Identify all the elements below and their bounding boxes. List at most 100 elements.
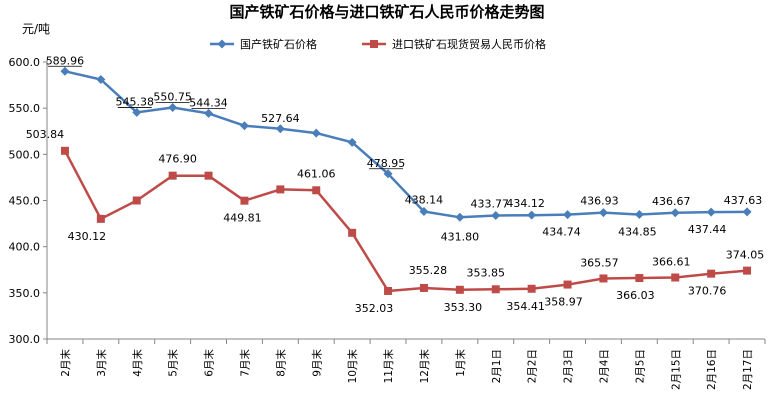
- x-tick-label: 2月末: [59, 349, 72, 377]
- data-point: [312, 186, 321, 195]
- data-point: [634, 209, 644, 219]
- data-point: [491, 210, 501, 220]
- y-tick-label: 550.0: [9, 102, 41, 115]
- data-label: 434.12: [506, 197, 545, 210]
- data-label: 434.85: [618, 225, 657, 238]
- legend-label: 国产铁矿石价格: [240, 37, 317, 51]
- data-label: 354.41: [506, 300, 545, 313]
- y-tick-label: 300.0: [9, 333, 41, 346]
- data-label: 527.64: [261, 112, 300, 125]
- legend-marker: [370, 40, 378, 48]
- data-point: [60, 146, 69, 155]
- x-tick-label: 2月1日: [491, 349, 503, 383]
- y-tick-label: 400.0: [9, 241, 41, 254]
- x-tick-label: 10月末: [346, 349, 359, 384]
- data-point: [742, 207, 752, 217]
- data-point: [671, 273, 680, 282]
- data-label: 437.44: [688, 223, 727, 236]
- data-label: 503.84: [26, 128, 65, 141]
- data-point: [563, 280, 572, 289]
- data-label: 449.81: [223, 212, 262, 225]
- legend-label: 进口铁矿石现货贸易人民币价格: [392, 37, 546, 51]
- x-tick-label: 11月末: [382, 349, 395, 384]
- data-label: 476.90: [158, 153, 197, 166]
- data-point: [168, 102, 178, 112]
- data-point: [743, 266, 752, 275]
- legend-item-2: 进口铁矿石现货贸易人民币价格: [362, 37, 546, 51]
- data-label: 430.12: [68, 230, 107, 243]
- data-label: 365.57: [580, 256, 619, 269]
- data-label: 544.34: [189, 96, 228, 109]
- data-label: 438.14: [405, 193, 444, 206]
- data-point: [240, 196, 249, 205]
- data-point: [96, 75, 106, 85]
- data-point: [419, 283, 428, 292]
- data-point: [563, 210, 573, 220]
- data-point: [635, 274, 644, 283]
- x-tick-label: 12月末: [418, 349, 431, 384]
- series-layer: [60, 66, 752, 295]
- x-tick-label: 2月2日: [527, 349, 539, 383]
- data-label: 461.06: [297, 167, 336, 180]
- data-label: 550.75: [153, 90, 192, 103]
- data-label: 434.74: [542, 226, 581, 239]
- data-point: [419, 206, 429, 216]
- y-tick-label: 350.0: [9, 287, 41, 300]
- data-label: 431.80: [441, 230, 480, 243]
- legend: 国产铁矿石价格 进口铁矿石现货贸易人民币价格: [210, 37, 546, 51]
- data-point: [96, 214, 105, 223]
- data-label: 433.77: [471, 197, 510, 210]
- data-label: 436.67: [652, 195, 691, 208]
- data-point: [670, 208, 680, 218]
- data-label: 353.30: [444, 301, 483, 314]
- series-line: [64, 70, 748, 219]
- x-tick-label: 6月末: [203, 349, 216, 377]
- y-tick-label: 500.0: [9, 148, 41, 161]
- data-label: 374.05: [726, 249, 765, 262]
- data-label: 545.38: [116, 95, 155, 108]
- data-point: [707, 269, 716, 278]
- axes: 600.0 550.0 500.0 450.0 400.0 350.0 300.0 2月末 3月…: [9, 56, 766, 390]
- series-line: [63, 150, 748, 293]
- x-tick-label: 7月末: [238, 349, 251, 377]
- data-point: [347, 137, 357, 147]
- x-tick-label: 1月末: [454, 349, 467, 377]
- x-tick-label: 9月末: [310, 349, 323, 377]
- x-tick-label: 2月17日: [742, 349, 754, 390]
- data-point: [275, 124, 285, 134]
- legend-item-1: 国产铁矿石价格: [210, 37, 317, 51]
- data-point: [599, 274, 608, 283]
- data-point: [527, 210, 537, 220]
- x-tick-label: 8月末: [274, 349, 287, 377]
- data-label: 437.63: [724, 194, 763, 207]
- y-tick-label: 600.0: [9, 56, 41, 69]
- data-point: [132, 107, 142, 117]
- data-point: [384, 286, 393, 295]
- data-label: 352.03: [355, 302, 394, 315]
- data-point: [598, 208, 608, 218]
- data-label: 370.76: [688, 285, 727, 298]
- data-point: [311, 128, 321, 138]
- x-tick-label: 2月3日: [563, 349, 575, 383]
- y-axis-unit-label: 元/吨: [22, 22, 50, 36]
- chart-title: 国产铁矿石价格与进口铁矿石人民币价格走势图: [229, 3, 544, 21]
- x-tick-label: 4月末: [131, 349, 144, 377]
- data-label: 478.95: [367, 157, 406, 170]
- data-point: [204, 108, 214, 118]
- data-label: 366.61: [652, 255, 691, 268]
- data-point: [60, 66, 70, 76]
- legend-marker: [217, 39, 227, 49]
- x-tick-label: 2月15日: [670, 349, 682, 390]
- data-point: [455, 212, 465, 222]
- data-point: [276, 185, 285, 194]
- x-tick-label: 5月末: [167, 349, 180, 377]
- data-point: [348, 228, 357, 237]
- data-point: [383, 169, 393, 179]
- data-label: 436.93: [580, 195, 619, 208]
- data-label: 366.03: [616, 289, 655, 302]
- data-label: 358.97: [544, 296, 583, 309]
- data-label: 589.96: [46, 54, 85, 67]
- x-tick-label: 2月5日: [634, 349, 646, 383]
